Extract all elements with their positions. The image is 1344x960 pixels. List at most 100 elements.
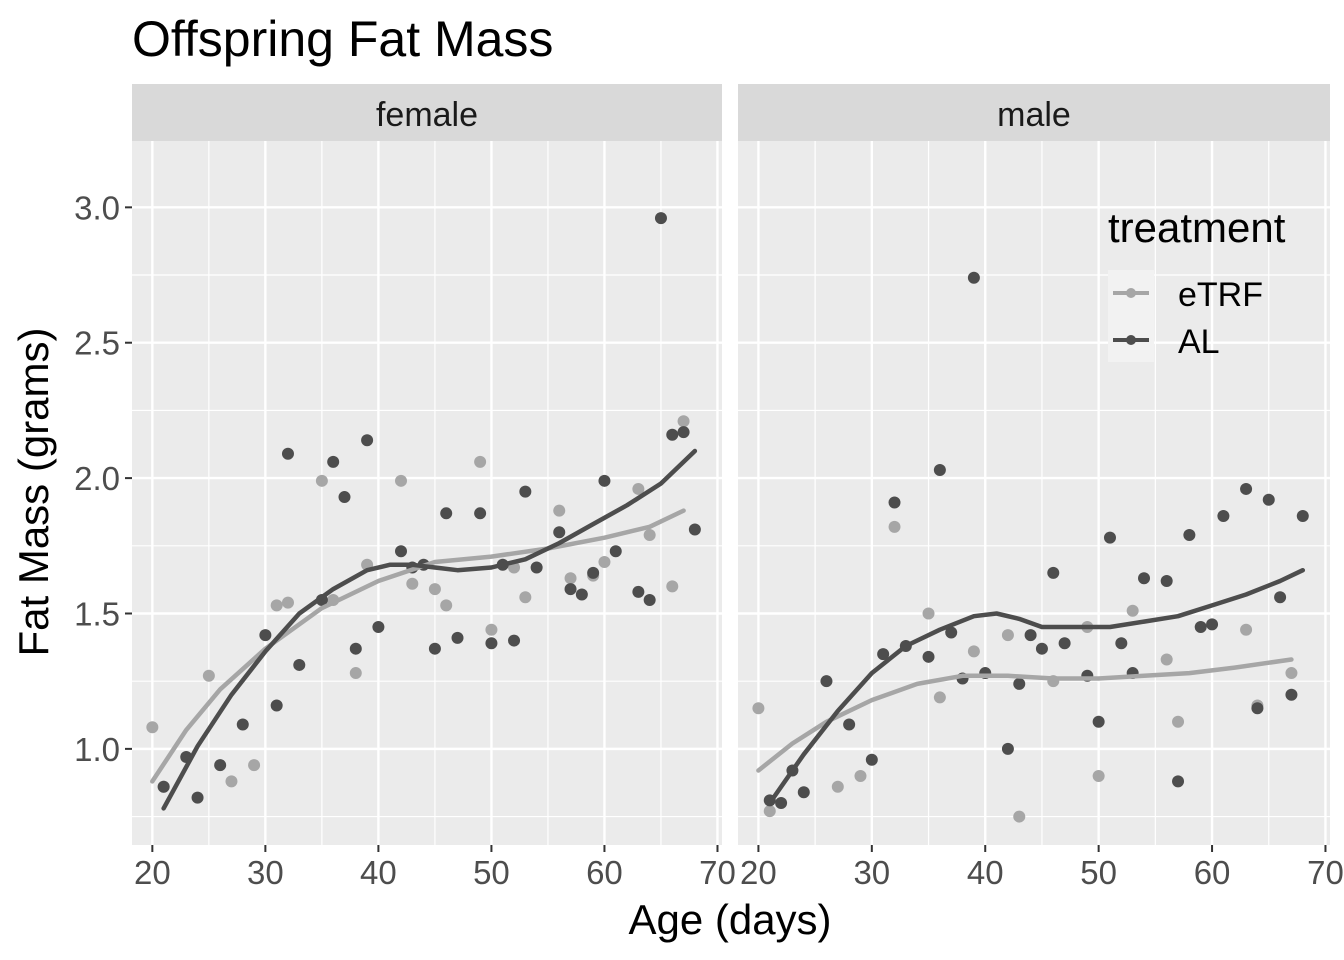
point-al-male (865, 753, 878, 766)
point-etrf-male (1001, 629, 1014, 642)
point-al-male (1183, 528, 1196, 541)
point-etrf-female (474, 455, 487, 468)
y-tick-label: 1.5 (74, 595, 120, 632)
point-al-female (259, 629, 272, 642)
point-al-male (843, 718, 856, 731)
point-al-male (888, 496, 901, 509)
x-tick-label: 70 (699, 854, 736, 891)
point-etrf-female (428, 583, 441, 596)
legend-label-etrf: eTRF (1178, 276, 1263, 314)
point-al-male (1251, 702, 1264, 715)
x-tick-label: 40 (360, 854, 397, 891)
point-etrf-female (564, 572, 577, 585)
y-tick-label: 2.0 (74, 460, 120, 497)
point-al-female (270, 699, 283, 712)
point-al-male (1058, 637, 1071, 650)
point-etrf-female (146, 721, 159, 734)
legend-label-al: AL (1178, 323, 1220, 361)
x-tick-label: 60 (586, 854, 623, 891)
point-al-male (820, 675, 833, 688)
smooth-line-al-male (767, 567, 1306, 806)
panel-background-female (132, 141, 722, 845)
point-etrf-female (598, 556, 611, 569)
point-etrf-female (248, 759, 261, 772)
point-al-female (688, 523, 701, 536)
point-al-male (1217, 510, 1230, 523)
point-al-male (1115, 637, 1128, 650)
point-etrf-female (485, 623, 498, 636)
point-al-female (519, 485, 532, 498)
point-etrf-female (315, 474, 328, 487)
point-al-male (1013, 677, 1026, 690)
point-al-male (1296, 510, 1309, 523)
point-al-female (587, 566, 600, 579)
point-al-male (1103, 531, 1116, 544)
x-tick-label: 30 (853, 854, 890, 891)
point-al-female (474, 507, 487, 520)
point-al-female (643, 593, 656, 606)
point-al-female (395, 545, 408, 558)
point-al-female (575, 588, 588, 601)
smooth-line-etrf-female (150, 508, 686, 784)
point-etrf-female (519, 591, 532, 604)
point-etrf-female (395, 474, 408, 487)
point-al-male (1092, 715, 1105, 728)
x-tick-label: 20 (134, 854, 171, 891)
point-etrf-female (553, 504, 566, 517)
point-al-male (1024, 629, 1037, 642)
y-tick-label: 2.5 (74, 325, 120, 362)
panels-layer: female 20 30 40 50 60 70 1.0 1.5 2.0 2.5 3.0 male 20 3… (74, 84, 1344, 891)
legend-key-point-etrf (1126, 288, 1136, 298)
point-etrf-female (666, 580, 679, 593)
point-etrf-female (349, 667, 362, 680)
point-al-female (281, 447, 294, 460)
point-etrf-female (281, 596, 294, 609)
legend-title: treatment (1108, 204, 1286, 251)
point-al-male (1160, 575, 1173, 587)
point-al-female (191, 791, 204, 804)
point-al-female (236, 718, 249, 731)
point-al-male (922, 650, 935, 663)
panel-strip-male (738, 84, 1330, 141)
panel-strip-label-male: male (997, 96, 1071, 134)
point-al-male (1206, 618, 1219, 631)
point-al-female (553, 526, 566, 539)
point-etrf-female (202, 669, 215, 682)
panel-background-male (738, 141, 1330, 845)
smooth-line-al-female (161, 448, 698, 811)
panel-male: male 20 30 40 50 60 70 (738, 84, 1344, 891)
panel-female: female 20 30 40 50 60 70 1.0 1.5 2.0 2.5 3.0 (74, 84, 736, 891)
point-etrf-male (933, 691, 946, 704)
point-etrf-female (406, 577, 419, 590)
point-al-female (372, 621, 385, 634)
point-al-female (327, 455, 340, 468)
point-al-female (530, 561, 543, 574)
point-etrf-female (440, 599, 453, 612)
point-al-male (1194, 621, 1207, 634)
point-al-male (1240, 482, 1253, 495)
x-axis-label: Age (days) (628, 896, 831, 943)
point-al-female (214, 759, 227, 772)
point-al-male (1035, 642, 1048, 655)
y-tick-label: 1.0 (74, 731, 120, 768)
chart-title: Offspring Fat Mass (132, 11, 553, 67)
point-al-male (1001, 742, 1014, 755)
point-al-female (440, 507, 453, 520)
point-al-male (1047, 566, 1060, 579)
x-tick-label: 30 (247, 854, 284, 891)
point-al-male (1172, 775, 1185, 788)
point-etrf-male (922, 607, 935, 620)
point-etrf-male (888, 520, 901, 533)
point-etrf-male (967, 645, 980, 658)
point-al-female (508, 634, 521, 647)
point-etrf-female (677, 415, 690, 428)
point-al-female (338, 491, 351, 504)
point-etrf-male (854, 769, 867, 782)
point-al-female (428, 642, 441, 655)
point-al-female (677, 426, 690, 439)
point-al-male (1285, 688, 1298, 701)
x-tick-label: 50 (1080, 854, 1117, 891)
legend: treatment eTRF AL (1108, 204, 1286, 362)
point-al-female (157, 780, 170, 793)
